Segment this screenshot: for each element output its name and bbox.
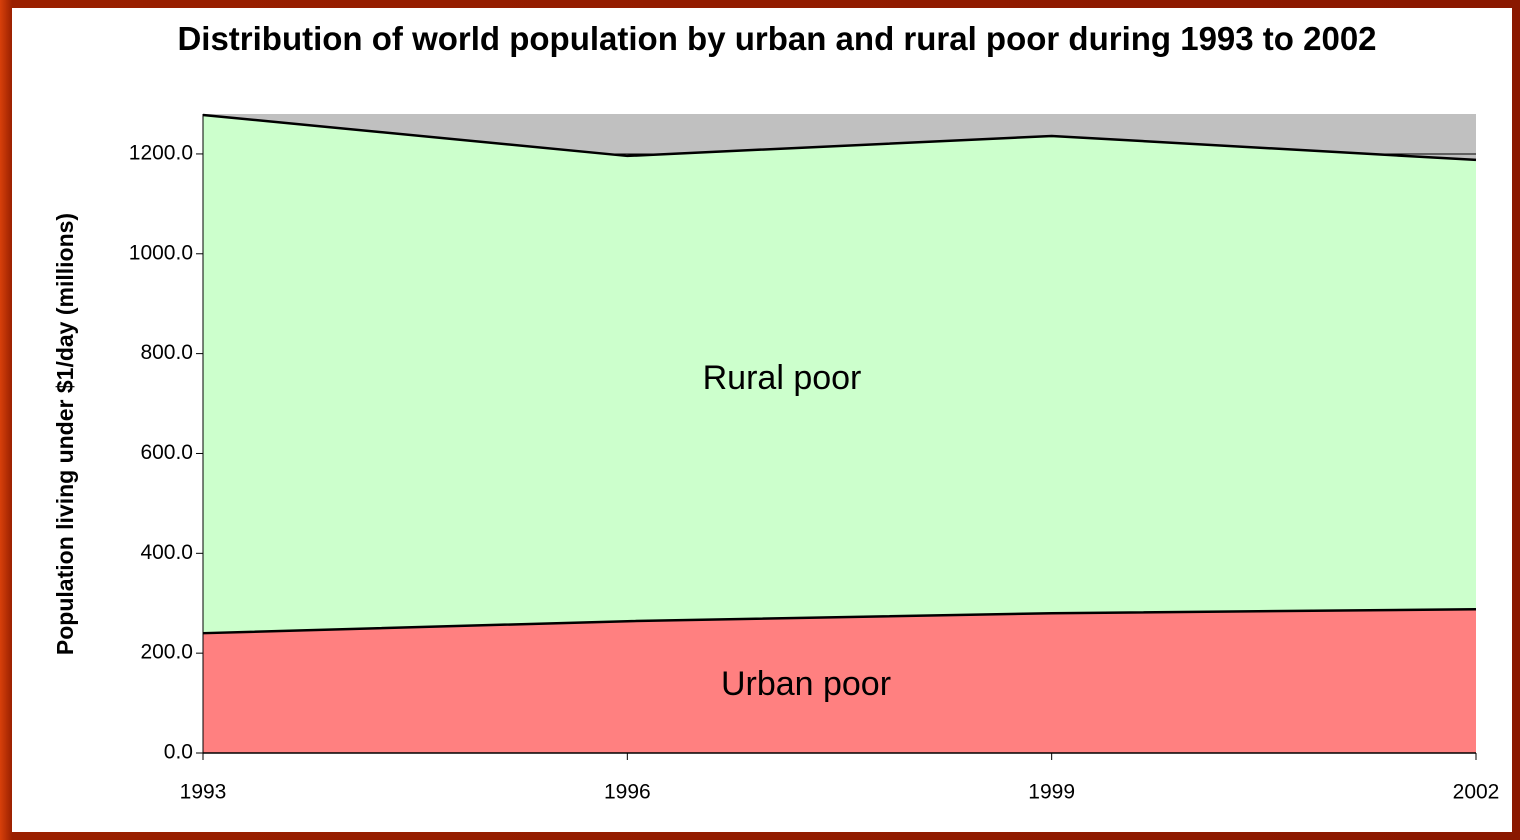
x-tick-label: 1999 [1028, 781, 1075, 804]
x-tick-label: 2002 [1453, 781, 1500, 804]
y-tick-label: 800.0 [140, 341, 193, 364]
x-tick-label: 1996 [604, 781, 651, 804]
y-tick-label: 600.0 [140, 441, 193, 464]
area-edge [202, 607, 1477, 635]
y-axis-label: Population living under $1/day (millions… [52, 213, 78, 655]
area [203, 114, 1476, 634]
area [203, 609, 1476, 753]
chart-title: Distribution of world population by urba… [177, 20, 1377, 57]
x-tick-label: 1993 [180, 781, 227, 804]
y-tick-label: 1200.0 [129, 141, 193, 164]
y-tick-label: 1000.0 [129, 241, 193, 264]
area-edge [202, 113, 1477, 162]
y-tick-label: 400.0 [140, 541, 193, 564]
y-tick-label: 200.0 [140, 641, 193, 664]
y-tick-label: 0.0 [164, 741, 193, 764]
area-label: Urban poor [721, 665, 891, 703]
area-label: Rural poor [703, 359, 862, 397]
